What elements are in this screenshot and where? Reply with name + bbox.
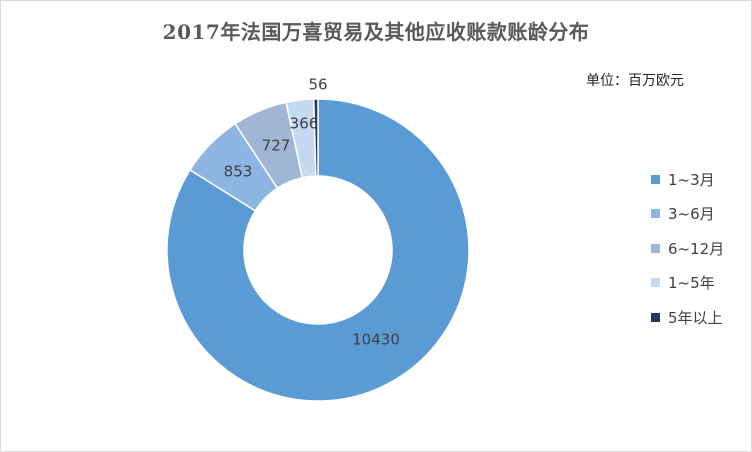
legend-item-1: 1~3月 bbox=[651, 170, 724, 189]
legend-swatch bbox=[651, 278, 660, 287]
data-label-2: 853 bbox=[224, 163, 253, 181]
legend-label: 3~6月 bbox=[668, 205, 715, 223]
legend-item-3: 6~12月 bbox=[651, 239, 725, 258]
legend: 1~3月 3~6月 6~12月 1~5年 5年以上 bbox=[651, 170, 724, 343]
donut-slice-5 bbox=[312, 98, 319, 177]
legend-item-4: 1~5年 bbox=[651, 274, 724, 292]
data-label-3: 727 bbox=[262, 137, 291, 155]
legend-label: 1~5年 bbox=[668, 274, 715, 292]
legend-swatch bbox=[651, 174, 660, 184]
legend-swatch bbox=[651, 312, 660, 322]
legend-swatch bbox=[651, 243, 660, 253]
legend-label: 5年以上 bbox=[668, 308, 723, 327]
chart-title: 2017年法国万喜贸易及其他应收账款账龄分布 bbox=[162, 20, 590, 44]
data-label-1: 10430 bbox=[352, 331, 400, 349]
donut-slice-1 bbox=[166, 98, 470, 402]
unit-label: 单位：百万欧元 bbox=[586, 73, 684, 89]
data-labels: 10430 853 727 366 56 bbox=[224, 76, 400, 349]
data-label-4: 366 bbox=[290, 115, 319, 133]
data-label-5: 56 bbox=[308, 76, 327, 94]
legend-item-2: 3~6月 bbox=[651, 205, 724, 223]
donut-slices bbox=[166, 98, 470, 402]
legend-swatch bbox=[651, 209, 660, 218]
legend-item-5: 5年以上 bbox=[651, 308, 724, 327]
legend-label: 6~12月 bbox=[668, 239, 725, 258]
legend-label: 1~3月 bbox=[668, 170, 715, 189]
